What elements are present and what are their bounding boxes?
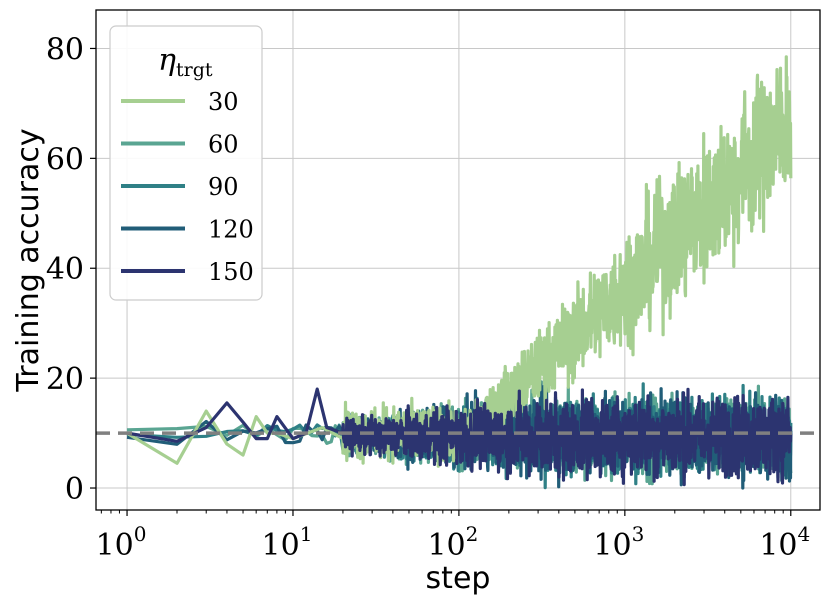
legend-label-120: 120 xyxy=(208,216,254,244)
y-tick-label-0: 0 xyxy=(65,472,84,507)
x-axis-label: step xyxy=(426,561,491,596)
x-tick-label-0: 100 xyxy=(96,522,147,563)
series-lines xyxy=(126,55,793,490)
x-tick-label-4: 104 xyxy=(759,522,810,563)
x-tick-label-1: 101 xyxy=(262,522,313,563)
x-tick-label-3: 103 xyxy=(593,522,644,563)
y-tick-label-4: 80 xyxy=(46,32,84,67)
grid xyxy=(96,10,820,510)
legend: ηtrgt 30 60 90 120 150 xyxy=(109,25,263,301)
series-line-150 xyxy=(126,387,793,487)
plot-frame xyxy=(95,9,821,511)
x-tick-label-2: 102 xyxy=(427,522,478,563)
legend-label-60: 60 xyxy=(208,131,239,159)
legend-label-90: 90 xyxy=(208,173,239,201)
axis-ticks: 100 101 102 103 104 0 20 40 60 80 xyxy=(46,32,810,563)
legend-box xyxy=(109,25,263,301)
y-tick-label-2: 40 xyxy=(46,252,84,287)
legend-label-150: 150 xyxy=(208,258,254,286)
y-tick-label-1: 20 xyxy=(46,362,84,397)
legend-label-30: 30 xyxy=(208,88,239,116)
legend-title: ηtrgt xyxy=(158,43,213,81)
y-tick-label-3: 60 xyxy=(46,142,84,177)
y-axis-label: Training accuracy xyxy=(11,128,46,392)
